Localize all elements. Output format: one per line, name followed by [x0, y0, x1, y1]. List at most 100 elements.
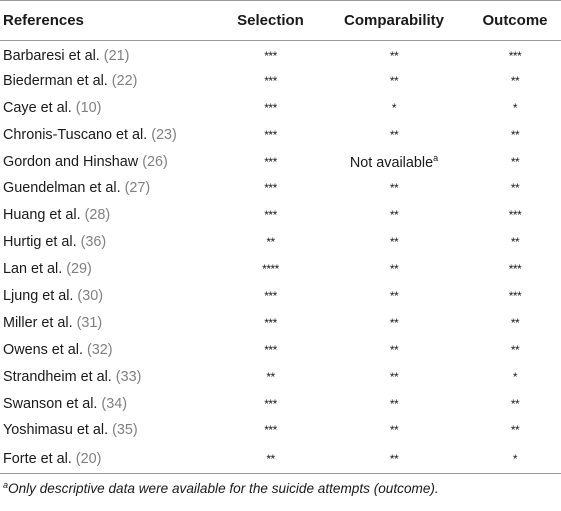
outcome-score: **	[510, 154, 520, 169]
comparability-score: **	[389, 369, 399, 384]
citation-number: (34)	[101, 395, 127, 412]
comparability-score: Not availablea	[319, 148, 469, 175]
outcome-score: **	[510, 423, 520, 438]
author-name: Miller et al.	[3, 314, 73, 331]
table-row: Owens et al. (32) *** ** **	[0, 336, 561, 363]
table-row: Yoshimasu et al. (35) *** ** **	[0, 417, 561, 444]
header-selection: Selection	[222, 0, 319, 41]
comparability-score: **	[389, 48, 399, 63]
author-name: Guendelman et al.	[3, 180, 121, 197]
selection-score: ***	[264, 73, 277, 88]
selection-score: **	[222, 443, 319, 475]
table-row: Lan et al. (29) **** ** ***	[0, 256, 561, 283]
outcome-score: *	[512, 100, 518, 115]
citation-number: (26)	[142, 153, 168, 170]
citation-number: (22)	[111, 72, 138, 89]
selection-score: ***	[264, 127, 277, 142]
outcome-score: ***	[508, 48, 522, 63]
outcome-score: *	[512, 369, 518, 384]
table-row: Chronis-Tuscano et al. (23) *** ** **	[0, 121, 561, 148]
comparability-score: **	[389, 208, 399, 223]
selection-score: ***	[264, 48, 277, 63]
outcome-score: **	[510, 396, 520, 411]
reference-cell: Chronis-Tuscano et al. (23)	[0, 121, 222, 148]
reference-cell: Lan et al. (29)	[0, 256, 222, 283]
comparability-score: **	[389, 423, 399, 438]
footnote-marker: a	[433, 152, 439, 163]
table-header: References Selection Comparability Outco…	[0, 0, 561, 41]
author-name: Swanson et al.	[3, 395, 98, 412]
author-name: Huang et al.	[3, 207, 81, 224]
reference-cell: Owens et al. (32)	[0, 336, 222, 363]
citation-number: (29)	[66, 261, 92, 278]
footnote-text: Only descriptive data were available for…	[8, 481, 439, 497]
selection-score: ***	[264, 423, 277, 438]
citation-number: (31)	[76, 314, 103, 331]
citation-number: (30)	[77, 287, 104, 304]
reference-cell: Gordon and Hinshaw (26)	[0, 148, 222, 175]
selection-score: ***	[264, 288, 277, 303]
outcome-score: **	[510, 127, 520, 142]
author-name: Hurtig et al.	[3, 234, 77, 251]
header-outcome: Outcome	[469, 0, 561, 41]
outcome-score: **	[510, 73, 520, 88]
table-footnote: aOnly descriptive data were available fo…	[0, 480, 561, 496]
author-name: Forte et al.	[3, 450, 72, 467]
author-name: Owens et al.	[3, 341, 83, 358]
selection-score: ***	[264, 181, 277, 196]
comparability-score: **	[389, 315, 399, 330]
reference-cell: Guendelman et al. (27)	[0, 175, 222, 202]
table-row: Strandheim et al. (33) ** ** *	[0, 363, 561, 390]
author-name: Biederman et al.	[3, 72, 108, 89]
table-row: Huang et al. (28) *** ** ***	[0, 202, 561, 229]
table-row: Ljung et al. (30) *** ** ***	[0, 283, 561, 310]
reference-cell: Barbaresi et al. (21)	[0, 41, 222, 68]
reference-cell: Miller et al. (31)	[0, 309, 222, 336]
outcome-score: **	[510, 342, 520, 357]
citation-number: (28)	[84, 207, 111, 224]
selection-score: **	[266, 235, 275, 250]
author-name: Strandheim et al.	[3, 368, 112, 385]
table-row: Forte et al. (20) ** ** *	[0, 443, 561, 475]
table-body: Barbaresi et al. (21) *** ** *** Biederm…	[0, 41, 561, 475]
selection-score: ***	[264, 396, 277, 411]
citation-number: (10)	[75, 99, 102, 116]
comparability-score: **	[319, 443, 469, 475]
comparability-score: **	[389, 73, 399, 88]
reference-cell: Hurtig et al. (36)	[0, 229, 222, 256]
outcome-score: **	[510, 235, 520, 250]
comparability-score: **	[389, 262, 399, 277]
reference-cell: Biederman et al. (22)	[0, 67, 222, 94]
table: References Selection Comparability Outco…	[0, 0, 561, 475]
selection-score: ***	[264, 154, 277, 169]
selection-score: **	[266, 369, 275, 384]
author-name: Caye et al.	[3, 99, 72, 116]
reference-cell: Strandheim et al. (33)	[0, 363, 222, 390]
author-name: Barbaresi et al.	[3, 47, 100, 64]
author-name: Gordon and Hinshaw	[3, 153, 139, 170]
table-row: Hurtig et al. (36) ** ** **	[0, 229, 561, 256]
outcome-score: **	[510, 181, 520, 196]
selection-score: ****	[262, 262, 279, 277]
reference-cell: Yoshimasu et al. (35)	[0, 417, 222, 444]
not-available-text: Not available	[349, 154, 434, 171]
citation-number: (27)	[124, 180, 151, 197]
comparability-score: **	[389, 127, 399, 142]
comparability-score: **	[389, 235, 399, 250]
citation-number: (35)	[112, 422, 138, 439]
author-name: Yoshimasu et al.	[3, 422, 109, 439]
citation-number: (20)	[75, 450, 102, 467]
header-references: References	[0, 0, 222, 41]
outcome-score: ***	[508, 262, 522, 277]
citation-number: (36)	[80, 234, 107, 251]
footnote-marker: a	[3, 480, 9, 491]
table-row: Biederman et al. (22) *** ** **	[0, 67, 561, 94]
citation-number: (32)	[87, 341, 113, 358]
table-row: Barbaresi et al. (21) *** ** ***	[0, 41, 561, 68]
reference-cell: Swanson et al. (34)	[0, 390, 222, 417]
citation-number: (33)	[115, 368, 142, 385]
comparability-score: *	[391, 100, 397, 115]
author-name: Ljung et al.	[3, 287, 74, 304]
reference-cell: Caye et al. (10)	[0, 94, 222, 121]
table-row: Gordon and Hinshaw (26) *** Not availabl…	[0, 148, 561, 175]
